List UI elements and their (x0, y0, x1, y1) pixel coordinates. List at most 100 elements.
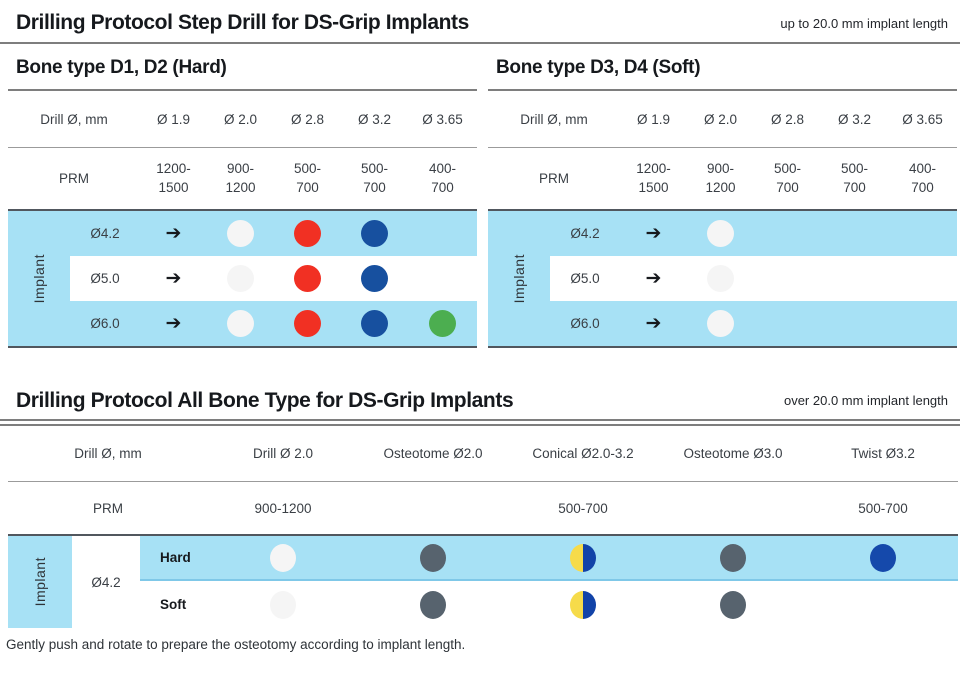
table-all-bone-rows: Hard Soft (140, 536, 958, 628)
dot-cell (429, 310, 456, 337)
dot-cell (227, 310, 254, 337)
footer-note: Gently push and rotate to prepare the os… (6, 637, 466, 652)
implant-size-label: Ø4.2 (90, 226, 120, 241)
table-all-bone: Drill Ø, mm Drill Ø 2.0 Osteotome Ø2.0 C… (8, 426, 958, 628)
column-header: Ø 1.9 (636, 111, 671, 127)
table-row-soft: Soft (140, 581, 958, 628)
implant-size-label: Ø4.2 (570, 226, 600, 241)
implant-size-label: Ø6.0 (570, 316, 600, 331)
dot-cell (707, 310, 734, 337)
arrow-icon: ➔ (165, 223, 182, 244)
table-soft-prm-row: PRM 1200- 1500 900- 1200 500- 700 500- 7… (488, 148, 957, 209)
table-all-bone-header: Drill Ø, mm Drill Ø 2.0 Osteotome Ø2.0 C… (8, 426, 958, 481)
table-row: Ø6.0 ➔ (70, 301, 477, 346)
step-tables-row: Bone type D1, D2 (Hard) Drill Ø, mm Ø 1.… (0, 44, 960, 348)
section2-title: Drilling Protocol All Bone Type for DS-G… (16, 388, 514, 412)
column-header: Ø 3.65 (902, 111, 943, 127)
divider (8, 147, 477, 148)
implant-label-text: Implant (31, 253, 47, 304)
section2-divider (0, 419, 960, 426)
table-hard-rows: Ø4.2 ➔ Ø5.0 ➔ Ø6.0 ➔ (70, 211, 477, 346)
table-hard-prm-row: PRM 1200- 1500 900- 1200 500- 700 500- 7… (8, 148, 477, 209)
divider (8, 209, 477, 211)
prm-value: 400- 700 (908, 161, 937, 195)
dot-cell (420, 543, 446, 572)
prm-value: 500- 700 (840, 161, 869, 195)
dot-cell (270, 590, 296, 619)
prm-value: 500-700 (558, 500, 608, 516)
section-gap (0, 348, 960, 388)
dot-cell (361, 265, 388, 292)
divider (488, 346, 957, 348)
dot-cell (570, 590, 596, 619)
column-header: Ø 2.0 (223, 111, 258, 127)
table-row: Ø4.2 ➔ (550, 211, 957, 256)
arrow-icon: ➔ (165, 313, 182, 334)
table-row: Ø6.0 ➔ (550, 301, 957, 346)
table-all-bone-prm-row: PRM 900-1200 500-700 500-700 (8, 482, 958, 534)
divider (488, 209, 957, 211)
prm-value: 900- 1200 (705, 161, 736, 195)
table-all-bone-body: Implant Ø4.2 Hard Soft (8, 536, 958, 628)
arrow-icon: ➔ (165, 268, 182, 289)
column-header: Drill Ø, mm (74, 446, 142, 461)
column-header: Ø 3.65 (422, 111, 463, 127)
dot-cell (707, 265, 734, 292)
prm-label: PRM (59, 171, 89, 186)
column-header: Ø 2.8 (770, 111, 805, 127)
prm-value: 1200- 1500 (156, 161, 191, 195)
table-soft-body: Implant Ø4.2 ➔ Ø5.0 ➔ (488, 211, 957, 346)
column-header: Ø 1.9 (156, 111, 191, 127)
section2-title-row: Drilling Protocol All Bone Type for DS-G… (0, 388, 960, 419)
table-hard-bone: Bone type D1, D2 (Hard) Drill Ø, mm Ø 1.… (8, 44, 477, 348)
page-title: Drilling Protocol Step Drill for DS-Grip… (16, 11, 469, 34)
prm-label: PRM (539, 171, 569, 186)
prm-value: 1200- 1500 (636, 161, 671, 195)
title-divider (0, 42, 960, 44)
dot-cell (570, 543, 596, 572)
divider (8, 346, 477, 348)
divider (8, 481, 958, 482)
dot-cell (361, 220, 388, 247)
dot-cell (720, 590, 746, 619)
dot-cell (420, 590, 446, 619)
arrow-icon: ➔ (645, 268, 662, 289)
divider (488, 89, 957, 91)
table-row-hard: Hard (140, 536, 958, 581)
column-header: Drill Ø 2.0 (252, 446, 313, 461)
table-hard-body: Implant Ø4.2 ➔ Ø5.0 ➔ (8, 211, 477, 346)
prm-value: 500-700 (858, 500, 908, 516)
table-soft-rows: Ø4.2 ➔ Ø5.0 ➔ Ø6.0 ➔ (550, 211, 957, 346)
table-row: Ø5.0 ➔ (70, 256, 477, 301)
dot-cell (294, 265, 321, 292)
implant-side-label: Implant (8, 211, 70, 346)
bone-hardness-label: Hard (160, 550, 191, 565)
section1-title-row: Drilling Protocol Step Drill for DS-Grip… (0, 0, 960, 42)
dot-cell (870, 543, 896, 572)
implant-size-label: Ø5.0 (90, 271, 120, 286)
table-soft-header: Drill Ø, mm Ø 1.9 Ø 2.0 Ø 2.8 Ø 3.2 Ø 3.… (488, 91, 957, 147)
implant-size-label: Ø6.0 (90, 316, 120, 331)
prm-value: 400- 700 (428, 161, 457, 195)
column-header: Drill Ø, mm (40, 111, 108, 127)
prm-value: 500- 700 (773, 161, 802, 195)
table-row: Ø4.2 ➔ (70, 211, 477, 256)
implant-side-label: Implant (488, 211, 550, 346)
column-header: Osteotome Ø2.0 (383, 446, 483, 461)
implant-label-text: Implant (511, 253, 527, 304)
column-header: Conical Ø2.0-3.2 (532, 446, 634, 461)
divider (488, 147, 957, 148)
dot-cell (227, 220, 254, 247)
divider (8, 534, 958, 536)
dot-cell (720, 543, 746, 572)
table-hard-header: Drill Ø, mm Ø 1.9 Ø 2.0 Ø 2.8 Ø 3.2 Ø 3.… (8, 91, 477, 147)
column-header: Ø 3.2 (357, 111, 392, 127)
arrow-icon: ➔ (645, 313, 662, 334)
implant-size-label: Ø5.0 (570, 271, 600, 286)
implant-side-label: Implant (8, 536, 72, 628)
prm-value: 900-1200 (254, 500, 312, 516)
dot-cell (227, 265, 254, 292)
implant-label-text: Implant (32, 557, 48, 607)
prm-value: 900- 1200 (225, 161, 256, 195)
table-soft-bone: Bone type D3, D4 (Soft) Drill Ø, mm Ø 1.… (488, 44, 957, 348)
